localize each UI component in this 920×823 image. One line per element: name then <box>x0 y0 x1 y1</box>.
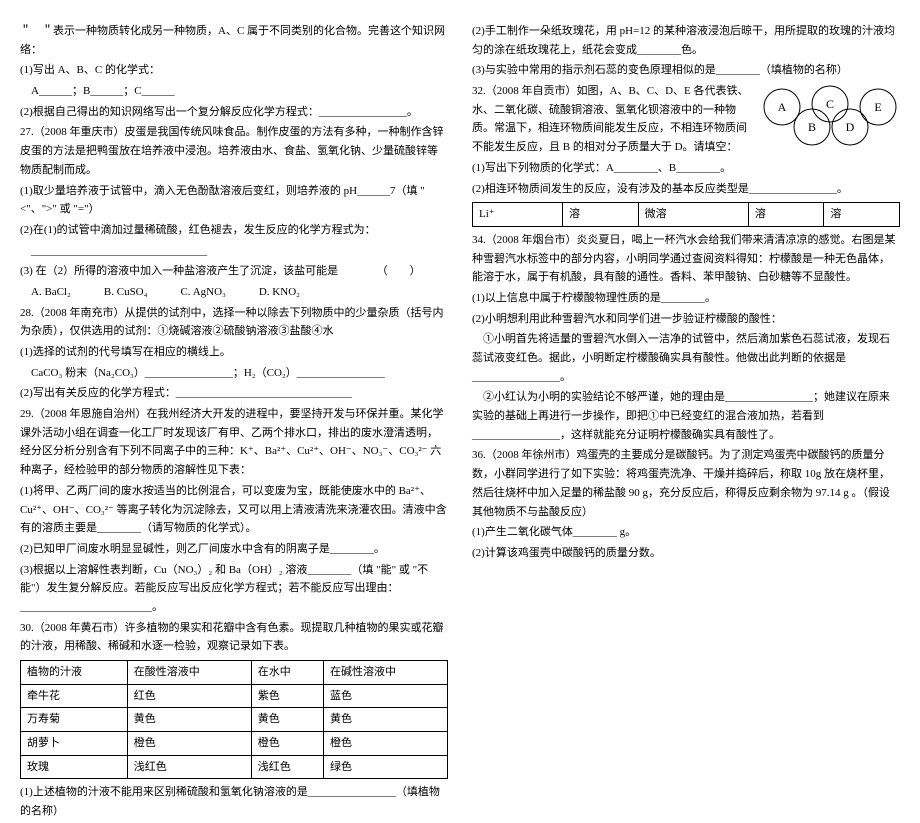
q28-2: (2)写出有关反应的化学方程式：________________________… <box>20 384 448 403</box>
intro: ＂ ＂表示一种物质转化成另一种物质，A、C 属于不同类别的化合物。完善这个知识网… <box>20 22 448 59</box>
q34-2a: ①小明首先将适量的雪碧汽水倒入一洁净的试管中，然后滴加紫色石蕊试液，发现石蕊试液… <box>472 330 900 386</box>
q30-head: 30.（2008 年黄石市）许多植物的果实和花瓣中含有色素。现提取几种植物的果实… <box>20 619 448 656</box>
table-row: 万寿菊黄色黄色黄色 <box>21 708 448 732</box>
q27-3: (3) 在（2）所得的溶液中加入一种盐溶液产生了沉淀，该盐可能是 （ ） <box>20 262 448 281</box>
right-column: (2)手工制作一朵纸玫瑰花，用 pH=12 的某种溶液浸泡后晾干，用所提取的玫瑰… <box>472 20 900 823</box>
q29-1: (1)将甲、乙两厂间的废水按适当的比例混合，可以变废为宝，既能使废水中的 Ba²… <box>20 482 448 538</box>
table-row: Li⁺ 溶 微溶 溶 溶 <box>473 203 900 227</box>
q28-1: (1)选择的试剂的代号填写在相应的横线上。 <box>20 343 448 362</box>
q28-1b: CaCO₃ 粉末（Na₂CO₃）________________；H₂（CO₂）… <box>20 364 448 383</box>
q30-2: (2)手工制作一朵纸玫瑰花，用 pH=12 的某种溶液浸泡后晾干，用所提取的玫瑰… <box>472 22 900 59</box>
table-row: 牵牛花红色紫色蓝色 <box>21 684 448 708</box>
q34-2: (2)小明想利用此种雪碧汽水和同学们进一步验证柠檬酸的酸性： <box>472 310 900 329</box>
q34-head: 34.（2008 年烟台市）炎炎夏日，喝上一杯汽水会给我们带来清清凉凉的感觉。右… <box>472 231 900 287</box>
q32-2: (2)相连环物质间发生的反应，没有涉及的基本反应类型是_____________… <box>472 180 900 199</box>
circle-b-label: B <box>808 120 816 134</box>
left-column: ＂ ＂表示一种物质转化成另一种物质，A、C 属于不同类别的化合物。完善这个知识网… <box>20 20 448 823</box>
q29-head: 29.（2008 年恩施自治州）在我州经济大开发的进程中，要坚持开发与环保并重。… <box>20 405 448 480</box>
q1-1b: A______；B______；C______ <box>20 82 448 101</box>
q30-1: (1)上述植物的汁液不能用来区别稀硫酸和氢氧化钠溶液的是____________… <box>20 783 448 820</box>
q30-3: (3)与实验中常用的指示剂石蕊的变色原理相似的是________（填植物的名称） <box>472 61 900 80</box>
q1-1: (1)写出 A、B、C 的化学式： <box>20 61 448 80</box>
q32-1: (1)写出下列物质的化学式：A________、B________。 <box>472 159 900 178</box>
table-row: 胡萝卜橙色橙色橙色 <box>21 732 448 756</box>
rings-diagram: A B C D E <box>760 82 900 152</box>
q27-2b: ________________________________ <box>20 242 448 261</box>
q27-head: 27.（2008 年重庆市）皮蛋是我国传统风味食品。制作皮蛋的方法有多种，一种制… <box>20 123 448 179</box>
circle-d-label: D <box>846 120 855 134</box>
q1-2: (2)根据自己得出的知识网络写出一个复分解反应化学方程式：___________… <box>20 103 448 122</box>
q34-2b: ②小红认为小明的实验结论不够严谨，她的理由是________________；她… <box>472 388 900 444</box>
circle-c-label: C <box>826 97 834 111</box>
q36-2: (2)计算该鸡蛋壳中碳酸钙的质量分数。 <box>472 544 900 563</box>
table-q32: Li⁺ 溶 微溶 溶 溶 <box>472 202 900 227</box>
circle-a-label: A <box>778 100 787 114</box>
table-q30: 植物的汁液 在酸性溶液中 在水中 在碱性溶液中 牵牛花红色紫色蓝色 万寿菊黄色黄… <box>20 660 448 779</box>
q34-1: (1)以上信息中属于柠檬酸物理性质的是________。 <box>472 289 900 308</box>
q27-2: (2)在(1)的试管中滴加过量稀硫酸，红色褪去，发生反应的化学方程式为： <box>20 221 448 240</box>
q36-1: (1)产生二氧化碳气体________ g。 <box>472 523 900 542</box>
circle-e-label: E <box>874 100 881 114</box>
q27-1: (1)取少量培养液于试管中，滴入无色酚酞溶液后变红，则培养液的 pH______… <box>20 182 448 219</box>
q36-head: 36.（2008 年徐州市）鸡蛋壳的主要成分是碳酸钙。为了测定鸡蛋壳中碳酸钙的质… <box>472 446 900 521</box>
q29-3: (3)根据以上溶解性表判断，Cu（NO₃）₂ 和 Ba（OH）₂ 溶液_____… <box>20 561 448 617</box>
table-row: 植物的汁液 在酸性溶液中 在水中 在碱性溶液中 <box>21 661 448 685</box>
q28-head: 28.（2008 年南充市）从提供的试剂中，选择一种以除去下列物质中的少量杂质（… <box>20 304 448 341</box>
q29-2: (2)已知甲厂间废水明显显碱性，则乙厂间废水中含有的阴离子是________。 <box>20 540 448 559</box>
q27-3a: A. BaCl₂ B. CuSO₄ C. AgNO₃ D. KNO₂ <box>20 283 448 302</box>
table-row: 玫瑰浅红色浅红色绿色 <box>21 755 448 779</box>
